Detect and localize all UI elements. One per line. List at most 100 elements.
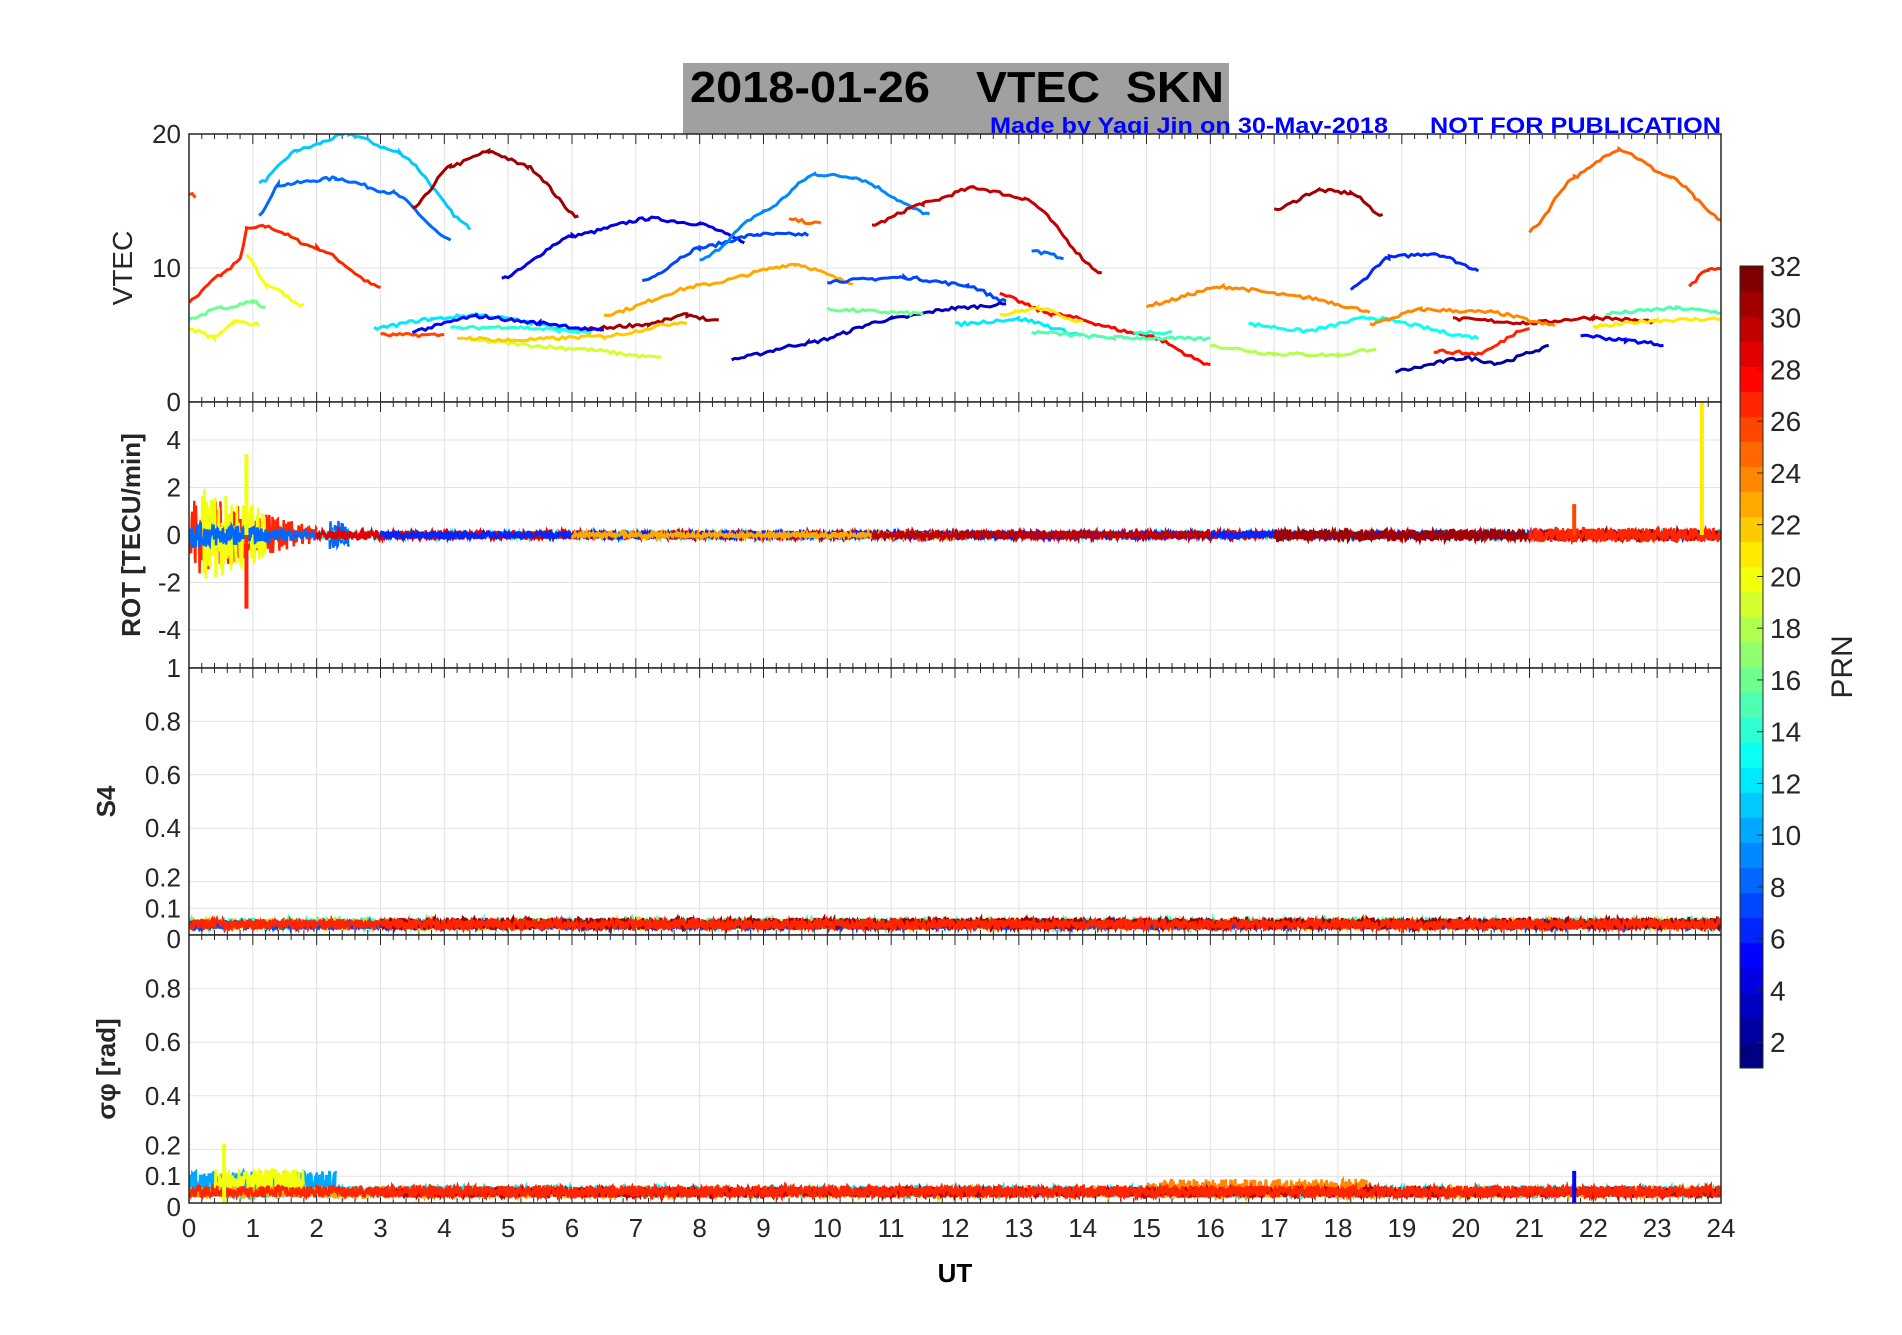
colorbar-tick-label: 32 <box>1770 251 1801 282</box>
y-tick-label: 2 <box>167 473 181 503</box>
colorbar-swatch <box>1740 817 1763 843</box>
x-tick-label: 5 <box>501 1213 515 1243</box>
rot-trace-prn-27 <box>1528 524 1721 546</box>
vtec-arc-prn-5 <box>411 312 604 334</box>
colorbar-swatch <box>1740 341 1763 367</box>
vtec-arc-prn-27 <box>1688 266 1721 288</box>
vtec-arc-prn-27 <box>189 223 381 304</box>
title-date: 2018-01-26 <box>690 63 930 112</box>
x-tick-label: 22 <box>1579 1213 1608 1243</box>
vtec-arc-prn-14 <box>1133 329 1173 336</box>
colorbar-swatch <box>1740 541 1763 568</box>
vtec-arc-prn-15 <box>1031 329 1211 342</box>
colorbar-swatch <box>1740 366 1763 392</box>
colorbar-swatch <box>1740 767 1763 793</box>
x-tick-label: 4 <box>437 1213 451 1243</box>
x-tick-label: 12 <box>941 1213 970 1243</box>
colorbar-tick-label: 28 <box>1770 354 1801 385</box>
axes-frame <box>188 934 1722 1204</box>
colorbar-swatch <box>1740 566 1763 593</box>
colorbar-swatch <box>1740 516 1763 543</box>
x-tick-label: 9 <box>756 1213 770 1243</box>
y-tick-label: 0.8 <box>145 706 181 736</box>
sigma_phi-trace-prn-27 <box>189 1180 1721 1203</box>
colorbar-swatch <box>1740 641 1763 668</box>
x-tick-label: 13 <box>1004 1213 1033 1243</box>
colorbar-tick-label: 4 <box>1770 975 1786 1006</box>
y-tick-label: 0.4 <box>145 813 181 843</box>
vtec-arc-prn-4 <box>501 215 745 280</box>
y-axis-label-s4: S4 <box>91 785 121 817</box>
y-tick-label: -4 <box>158 615 181 645</box>
colorbar-swatch <box>1740 1042 1763 1069</box>
x-tick-label: 15 <box>1132 1213 1161 1243</box>
colorbar-swatch <box>1740 491 1763 518</box>
y-tick-label: 0 <box>167 387 181 417</box>
sigma_phi-trace-prn-20 <box>213 1166 306 1198</box>
x-tick-label: 18 <box>1324 1213 1353 1243</box>
y-tick-label: 0 <box>167 520 181 550</box>
x-tick-label: 16 <box>1196 1213 1225 1243</box>
colorbar-swatch <box>1740 667 1763 693</box>
colorbar-swatch <box>1740 842 1763 868</box>
colorbar-tick-label: 18 <box>1770 613 1801 644</box>
y-axis-label-vtec: VTEC <box>107 231 138 306</box>
colorbar-swatch <box>1740 591 1763 618</box>
y-tick-label: 0.2 <box>145 1130 181 1160</box>
panel-sigma_phi: 00.10.2 0.4 0.6 0.8 σφ [rad] <box>91 934 1722 1222</box>
vtec-arc-prn-25 <box>788 217 822 226</box>
vtec-arc-prn-7 <box>827 272 1007 304</box>
vtec-arc-prn-24 <box>1145 282 1371 314</box>
s4-trace-prn-27 <box>189 914 1721 935</box>
colorbar-swatch <box>1740 1017 1763 1044</box>
vtec-arc-prn-16 <box>189 298 266 322</box>
vtec-arc-prn-2 <box>1394 343 1549 374</box>
y-tick-label: 0.1 <box>145 1161 181 1191</box>
y-tick-label: 0.4 <box>145 1081 181 1111</box>
x-tick-label: 14 <box>1068 1213 1097 1243</box>
x-tick-label: 20 <box>1451 1213 1480 1243</box>
y-tick-label: 1 <box>167 653 181 683</box>
colorbar-swatch <box>1740 967 1763 994</box>
vtec-arc-prn-13 <box>1248 315 1480 341</box>
colorbar-swatch <box>1740 942 1763 969</box>
y-tick-label: 20 <box>152 119 181 149</box>
vtec-arc-prn-31 <box>412 147 579 219</box>
colorbar-swatch <box>1740 742 1763 768</box>
x-tick-label: 17 <box>1260 1213 1289 1243</box>
vtec-arc-prn-26 <box>189 191 197 199</box>
y-axis-label-sigma_phi: σφ [rad] <box>91 1018 121 1119</box>
x-tick-label: 11 <box>878 1213 905 1243</box>
y-tick-label: 0.6 <box>145 760 181 790</box>
colorbar-swatch <box>1740 266 1763 292</box>
vtec-arc-prn-8 <box>1031 249 1064 261</box>
x-tick-label: 8 <box>692 1213 706 1243</box>
colorbar-swatch <box>1740 892 1763 919</box>
panel-rot: -4 -2 0 2 4 ROT [TECU/min] <box>116 401 1722 669</box>
y-tick-label: 0.1 <box>145 893 181 923</box>
colorbar-swatch <box>1740 792 1763 818</box>
x-tick-label: 7 <box>629 1213 643 1243</box>
y-axis-label-rot: ROT [TECU/min] <box>116 433 146 637</box>
vtec-arc-prn-3 <box>730 301 1007 362</box>
colorbar-tick-label: 30 <box>1770 303 1801 334</box>
colorbar-label: PRN <box>1826 635 1859 698</box>
colorbar-tick-label: 8 <box>1770 872 1786 903</box>
colorbar-swatch <box>1740 717 1763 743</box>
colorbar-swatch <box>1740 992 1763 1019</box>
vtec-arc-prn-27 <box>1433 327 1530 357</box>
x-tick-label: 1 <box>246 1213 260 1243</box>
vtec-arc-prn-20 <box>245 253 305 308</box>
colorbar-swatch <box>1740 391 1763 417</box>
y-tick-label: 0 <box>167 924 181 954</box>
x-tick-label: 24 <box>1707 1213 1736 1243</box>
colorbar-tick-label: 10 <box>1770 820 1801 851</box>
y-tick-label: 0 <box>167 1192 181 1222</box>
rot-trace-prn-30 <box>871 526 1212 543</box>
y-tick-label: 0.2 <box>145 863 181 893</box>
panel-s4: 00.10.2 0.4 0.6 0.8 1 S4 <box>91 653 1722 954</box>
vtec-arc-prn-25 <box>1528 145 1721 234</box>
colorbar-tick-label: 20 <box>1770 561 1801 592</box>
vtec-arc-prn-12 <box>954 315 1083 337</box>
